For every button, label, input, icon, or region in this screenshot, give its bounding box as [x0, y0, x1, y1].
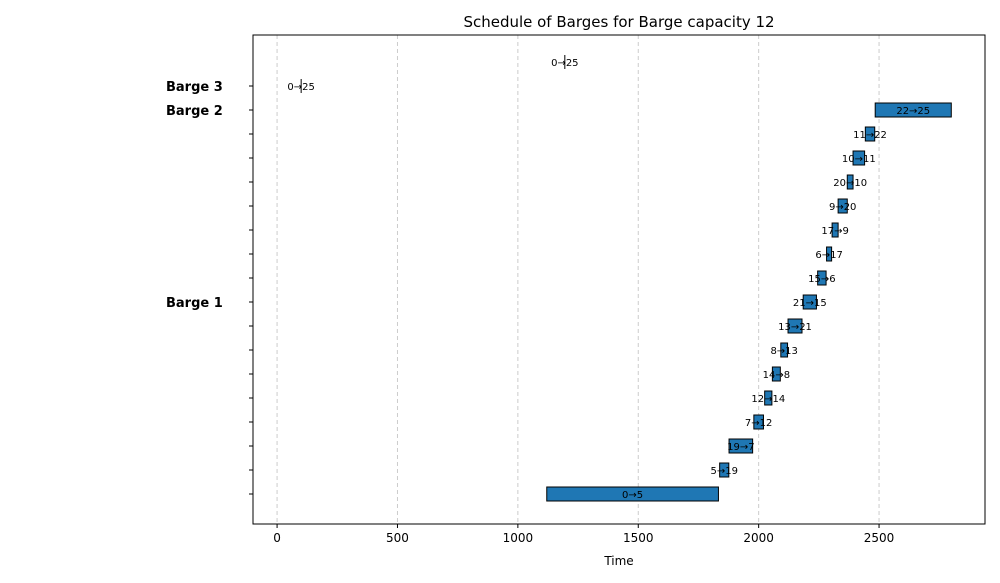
task-bar-label: 17→9 — [821, 226, 848, 237]
task-bar — [728, 438, 754, 454]
task-bar-label: 14→8 — [763, 370, 790, 381]
task-bar-label: 12→14 — [751, 394, 785, 405]
task-bar — [719, 462, 730, 478]
task-bar-label: 13→21 — [778, 322, 812, 333]
task-bar-label: 20→10 — [833, 178, 867, 189]
task-bar — [817, 270, 827, 286]
barge-row-label: Barge 2 — [166, 104, 223, 119]
x-axis-label: Time — [603, 554, 633, 568]
task-bar — [837, 198, 848, 214]
y-axis-ticks: Barge 3 Barge 2 Barge 1 — [166, 80, 253, 495]
task-bar — [846, 174, 854, 190]
chart-title: Schedule of Barges for Barge capacity 12 — [463, 13, 774, 31]
task-bar — [831, 222, 839, 238]
task-bar-label: 22→25 — [896, 106, 930, 117]
task-bar — [546, 486, 719, 502]
x-tick-label: 0 — [273, 531, 281, 545]
x-tick-label: 1000 — [503, 531, 534, 545]
task-bar — [764, 390, 773, 406]
task-bar — [874, 102, 952, 118]
task-bar — [771, 366, 781, 382]
task-bar — [864, 126, 876, 142]
task-bar-label: 21→15 — [793, 298, 827, 309]
task-bars: 0→5 5→19 19→7 7→12 12→14 14→8 8→13 13→21 21→15 15… — [287, 55, 952, 502]
plot-frame — [252, 34, 986, 525]
task-bar — [852, 150, 866, 166]
task-bar-label: 10→11 — [842, 154, 876, 165]
task-bar-label: 5→19 — [710, 466, 737, 477]
task-bar — [753, 414, 764, 430]
task-bar-label: 7→12 — [745, 418, 772, 429]
task-bar — [826, 246, 833, 262]
task-bar-label: 11→22 — [853, 130, 887, 141]
task-bar-label: 15→6 — [808, 274, 835, 285]
barge-row-label: Barge 1 — [166, 296, 223, 311]
task-bar-label: 0→5 — [622, 490, 643, 501]
task-bar — [802, 294, 817, 310]
x-axis-ticks: 0 500 1000 1500 2000 2500 — [273, 524, 894, 545]
task-bar — [780, 342, 789, 358]
barge-row-label: Barge 3 — [166, 80, 223, 95]
task-bar-label: 19→7 — [727, 442, 754, 453]
x-tick-label: 500 — [386, 531, 409, 545]
task-bar — [787, 318, 803, 334]
x-tick-label: 1500 — [623, 531, 654, 545]
task-bar-label: 0→25 — [551, 58, 578, 69]
grid-lines — [276, 35, 880, 524]
task-bar-label: 0→25 — [287, 82, 314, 93]
task-bar-label: 8→13 — [770, 346, 797, 357]
x-tick-label: 2000 — [743, 531, 774, 545]
task-bar-label: 6→17 — [815, 250, 842, 261]
x-tick-label: 2500 — [864, 531, 895, 545]
task-bar-label: 9→20 — [829, 202, 856, 213]
